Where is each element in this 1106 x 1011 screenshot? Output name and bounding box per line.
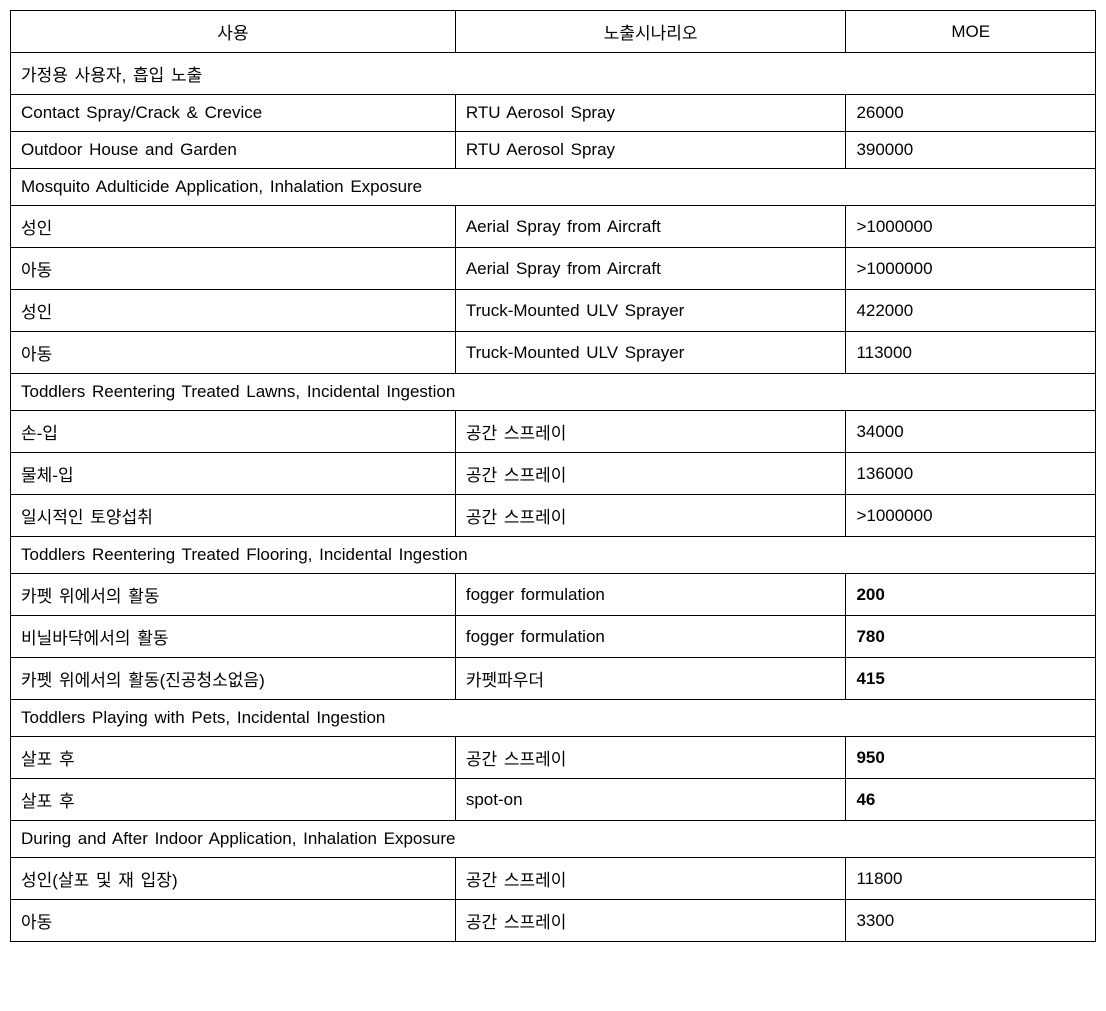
table-row: 아동Aerial Spray from Aircraft>1000000 bbox=[11, 248, 1096, 290]
table-row: 살포 후spot-on46 bbox=[11, 779, 1096, 821]
section-header-row: Toddlers Reentering Treated Flooring, In… bbox=[11, 537, 1096, 574]
cell-use: Contact Spray/Crack & Crevice bbox=[11, 95, 456, 132]
table-row: 카펫 위에서의 활동fogger formulation200 bbox=[11, 574, 1096, 616]
section-title: Toddlers Playing with Pets, Incidental I… bbox=[11, 700, 1096, 737]
table-row: 아동Truck-Mounted ULV Sprayer113000 bbox=[11, 332, 1096, 374]
section-title: 가정용 사용자, 흡입 노출 bbox=[11, 53, 1096, 95]
cell-scenario: Aerial Spray from Aircraft bbox=[455, 248, 846, 290]
table-row: Contact Spray/Crack & CreviceRTU Aerosol… bbox=[11, 95, 1096, 132]
cell-use: 손-입 bbox=[11, 411, 456, 453]
cell-scenario: 공간 스프레이 bbox=[455, 900, 846, 942]
cell-use: 아동 bbox=[11, 900, 456, 942]
cell-scenario: 공간 스프레이 bbox=[455, 453, 846, 495]
cell-use: Outdoor House and Garden bbox=[11, 132, 456, 169]
cell-use: 성인 bbox=[11, 206, 456, 248]
table-row: 손-입공간 스프레이34000 bbox=[11, 411, 1096, 453]
table-row: 성인Truck-Mounted ULV Sprayer422000 bbox=[11, 290, 1096, 332]
cell-scenario: 공간 스프레이 bbox=[455, 495, 846, 537]
cell-scenario: RTU Aerosol Spray bbox=[455, 132, 846, 169]
section-header-row: Mosquito Adulticide Application, Inhalat… bbox=[11, 169, 1096, 206]
section-header-row: Toddlers Reentering Treated Lawns, Incid… bbox=[11, 374, 1096, 411]
cell-moe: 422000 bbox=[846, 290, 1096, 332]
section-header-row: During and After Indoor Application, Inh… bbox=[11, 821, 1096, 858]
cell-moe: 3300 bbox=[846, 900, 1096, 942]
cell-scenario: 공간 스프레이 bbox=[455, 858, 846, 900]
cell-scenario: Truck-Mounted ULV Sprayer bbox=[455, 290, 846, 332]
cell-scenario: spot-on bbox=[455, 779, 846, 821]
section-title: During and After Indoor Application, Inh… bbox=[11, 821, 1096, 858]
cell-moe: 415 bbox=[846, 658, 1096, 700]
section-title: Mosquito Adulticide Application, Inhalat… bbox=[11, 169, 1096, 206]
cell-moe: 26000 bbox=[846, 95, 1096, 132]
cell-moe: >1000000 bbox=[846, 206, 1096, 248]
cell-scenario: Aerial Spray from Aircraft bbox=[455, 206, 846, 248]
section-title: Toddlers Reentering Treated Flooring, In… bbox=[11, 537, 1096, 574]
cell-scenario: RTU Aerosol Spray bbox=[455, 95, 846, 132]
table-row: 성인(살포 및 재 입장)공간 스프레이11800 bbox=[11, 858, 1096, 900]
cell-moe: 780 bbox=[846, 616, 1096, 658]
table-row: 아동공간 스프레이3300 bbox=[11, 900, 1096, 942]
table-body: 가정용 사용자, 흡입 노출Contact Spray/Crack & Crev… bbox=[11, 53, 1096, 942]
cell-scenario: 공간 스프레이 bbox=[455, 737, 846, 779]
cell-scenario: 카펫파우더 bbox=[455, 658, 846, 700]
section-header-row: 가정용 사용자, 흡입 노출 bbox=[11, 53, 1096, 95]
cell-use: 아동 bbox=[11, 248, 456, 290]
table-row: 일시적인 토양섭취공간 스프레이>1000000 bbox=[11, 495, 1096, 537]
exposure-moe-table: 사용 노출시나리오 MOE 가정용 사용자, 흡입 노출Contact Spra… bbox=[10, 10, 1096, 942]
cell-use: 카펫 위에서의 활동 bbox=[11, 574, 456, 616]
table-row: Outdoor House and GardenRTU Aerosol Spra… bbox=[11, 132, 1096, 169]
cell-use: 성인(살포 및 재 입장) bbox=[11, 858, 456, 900]
table-row: 카펫 위에서의 활동(진공청소없음)카펫파우더415 bbox=[11, 658, 1096, 700]
table-row: 물체-입공간 스프레이136000 bbox=[11, 453, 1096, 495]
table-row: 성인Aerial Spray from Aircraft>1000000 bbox=[11, 206, 1096, 248]
cell-use: 카펫 위에서의 활동(진공청소없음) bbox=[11, 658, 456, 700]
table-header-row: 사용 노출시나리오 MOE bbox=[11, 11, 1096, 53]
cell-use: 비닐바닥에서의 활동 bbox=[11, 616, 456, 658]
cell-scenario: 공간 스프레이 bbox=[455, 411, 846, 453]
cell-scenario: fogger formulation bbox=[455, 574, 846, 616]
cell-use: 살포 후 bbox=[11, 779, 456, 821]
table-row: 살포 후공간 스프레이950 bbox=[11, 737, 1096, 779]
cell-moe: 390000 bbox=[846, 132, 1096, 169]
cell-moe: 200 bbox=[846, 574, 1096, 616]
table-row: 비닐바닥에서의 활동fogger formulation780 bbox=[11, 616, 1096, 658]
cell-use: 살포 후 bbox=[11, 737, 456, 779]
cell-use: 아동 bbox=[11, 332, 456, 374]
cell-moe: 46 bbox=[846, 779, 1096, 821]
header-moe: MOE bbox=[846, 11, 1096, 53]
cell-moe: >1000000 bbox=[846, 248, 1096, 290]
cell-moe: >1000000 bbox=[846, 495, 1096, 537]
section-title: Toddlers Reentering Treated Lawns, Incid… bbox=[11, 374, 1096, 411]
header-scenario: 노출시나리오 bbox=[455, 11, 846, 53]
cell-moe: 34000 bbox=[846, 411, 1096, 453]
section-header-row: Toddlers Playing with Pets, Incidental I… bbox=[11, 700, 1096, 737]
cell-scenario: Truck-Mounted ULV Sprayer bbox=[455, 332, 846, 374]
cell-moe: 113000 bbox=[846, 332, 1096, 374]
cell-moe: 136000 bbox=[846, 453, 1096, 495]
cell-use: 성인 bbox=[11, 290, 456, 332]
cell-use: 일시적인 토양섭취 bbox=[11, 495, 456, 537]
cell-moe: 11800 bbox=[846, 858, 1096, 900]
cell-moe: 950 bbox=[846, 737, 1096, 779]
cell-use: 물체-입 bbox=[11, 453, 456, 495]
header-use: 사용 bbox=[11, 11, 456, 53]
cell-scenario: fogger formulation bbox=[455, 616, 846, 658]
